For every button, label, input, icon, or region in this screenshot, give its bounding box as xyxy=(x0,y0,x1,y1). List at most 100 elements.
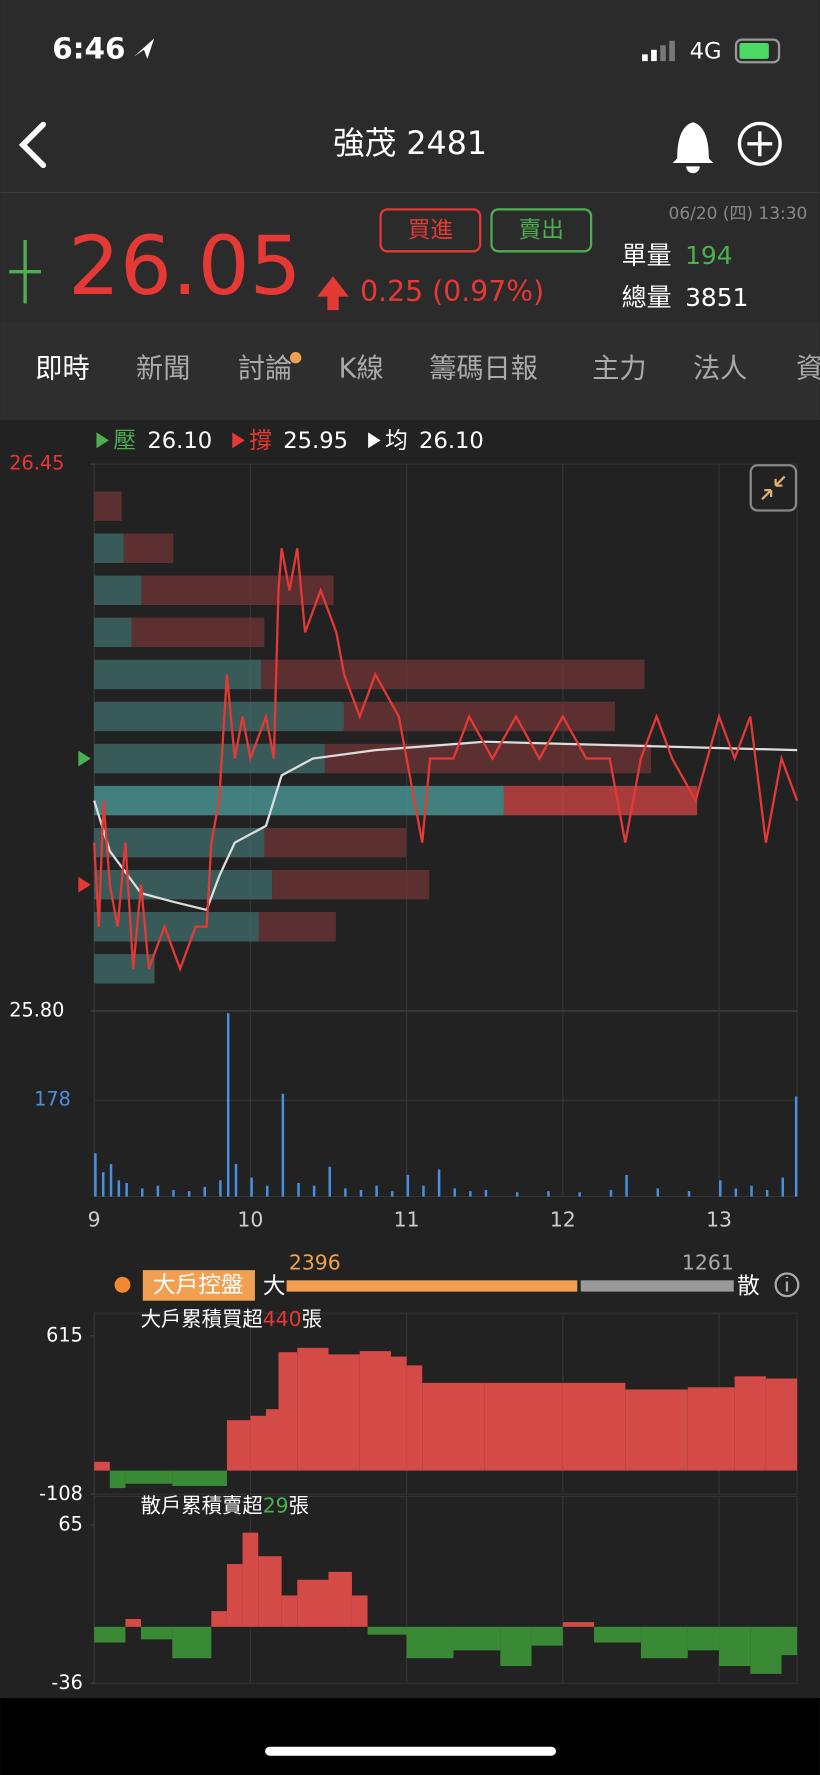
x-tick-label: 13 xyxy=(706,1207,732,1231)
total-volume-label: 總量 xyxy=(622,283,672,312)
title-value: 440 xyxy=(263,1307,302,1331)
header-title: 強茂 2481 xyxy=(333,126,487,162)
small-value: 1261 xyxy=(682,1250,734,1274)
tick-volume: 194 xyxy=(685,241,733,270)
bell-button[interactable] xyxy=(672,122,714,174)
cumulative-bar xyxy=(266,1409,279,1471)
cumulative-bar xyxy=(531,1626,563,1646)
volume-bar xyxy=(406,1174,410,1197)
cumulative-bar xyxy=(281,1595,298,1627)
volume-bar xyxy=(609,1190,613,1197)
cumulative-bar xyxy=(484,1382,563,1471)
tab[interactable]: 討論 xyxy=(238,354,292,385)
volume-bar xyxy=(484,1190,488,1197)
cumulative-bar xyxy=(258,1556,282,1627)
profile-buy xyxy=(94,659,262,690)
tab[interactable]: 主力 xyxy=(592,354,646,385)
profile-buy xyxy=(94,617,132,648)
volume-bar xyxy=(422,1185,425,1197)
info-button[interactable] xyxy=(774,1272,800,1298)
battery xyxy=(734,38,781,64)
volume-bar xyxy=(94,1153,97,1197)
cumulative-bar xyxy=(141,1626,173,1640)
profile-buy xyxy=(94,954,155,984)
cumulative-bar xyxy=(125,1470,173,1484)
profile-sell xyxy=(264,827,407,858)
cumulative-bar xyxy=(125,1618,142,1627)
profile-sell xyxy=(503,785,698,816)
volume-bar xyxy=(109,1164,113,1197)
cumulative-bar xyxy=(250,1415,267,1471)
volume-bar xyxy=(125,1183,128,1197)
tab-badge xyxy=(290,352,302,364)
legend-marker xyxy=(368,432,381,449)
price-line xyxy=(93,548,799,973)
volume-bar xyxy=(437,1169,441,1197)
x-tick-label: 11 xyxy=(394,1207,420,1231)
tab[interactable]: 即時 xyxy=(35,354,89,385)
y-tick-label: 25.80 xyxy=(9,998,64,1021)
volume-bar xyxy=(312,1185,316,1197)
small-label: 散 xyxy=(737,1274,760,1300)
volume-bar xyxy=(156,1185,160,1197)
buy-button[interactable] xyxy=(379,208,482,253)
x-tick-label: 10 xyxy=(237,1207,263,1231)
cumulative-bar xyxy=(226,1420,251,1471)
level-marker xyxy=(78,750,91,767)
signal-icon xyxy=(642,40,675,62)
cumulative-bar xyxy=(406,1626,454,1659)
collapse-button[interactable] xyxy=(749,464,798,512)
volume-bar xyxy=(453,1188,456,1197)
title-unit: 張 xyxy=(289,1494,309,1518)
chart-bg xyxy=(0,418,820,1699)
volume-bar xyxy=(734,1188,738,1197)
panel-title: 散戶累積賣超29張 xyxy=(141,1494,309,1518)
level-marker xyxy=(78,876,91,893)
buy-label[interactable]: 買進 xyxy=(408,217,453,243)
cumulative-bar xyxy=(500,1626,532,1667)
big-label: 大 xyxy=(263,1274,286,1300)
title-text: 散戶累積賣超 xyxy=(141,1494,263,1518)
datetime: 06/20 (四) 13:30 xyxy=(669,204,808,224)
add-button[interactable] xyxy=(737,121,782,166)
legend-name: 撐 xyxy=(249,428,272,454)
cumulative-bar xyxy=(781,1626,798,1656)
tab[interactable]: 資 xyxy=(796,354,820,385)
status-time: 6:46 xyxy=(52,31,125,65)
tab[interactable]: 法人 xyxy=(693,354,747,385)
profile-sell xyxy=(94,491,122,521)
cumulative-bar xyxy=(734,1376,766,1471)
volume-bar xyxy=(250,1177,253,1197)
volume-bar xyxy=(226,1013,230,1197)
cumulative-bar xyxy=(562,1622,595,1627)
cumulative-bar xyxy=(422,1382,485,1471)
volume-bar xyxy=(281,1093,285,1197)
y-tick-label: -108 xyxy=(39,1482,83,1505)
small-bar xyxy=(580,1280,734,1292)
cumulative-bar xyxy=(297,1347,329,1471)
price: 26.05 xyxy=(68,219,301,314)
cumulative-bar xyxy=(625,1389,688,1471)
volume-bar xyxy=(515,1192,519,1197)
tab[interactable]: K線 xyxy=(339,354,384,385)
volume-bar xyxy=(469,1191,472,1197)
volume-bar xyxy=(578,1192,581,1197)
cumulative-bar xyxy=(687,1387,735,1471)
back-button[interactable] xyxy=(18,121,47,169)
profile-buy xyxy=(94,701,344,732)
control-label: 大戶控盤 xyxy=(153,1272,243,1298)
legend-name: 壓 xyxy=(113,428,136,454)
sell-button[interactable] xyxy=(490,208,593,253)
legend-value: 26.10 xyxy=(147,428,212,454)
control-dot xyxy=(114,1276,131,1293)
cumulative-bar xyxy=(687,1626,720,1651)
big-bar xyxy=(286,1280,578,1292)
sell-label[interactable]: 賣出 xyxy=(519,217,564,243)
volume-bar xyxy=(234,1164,238,1197)
volume-bar xyxy=(547,1191,550,1197)
profile-sell xyxy=(343,701,615,732)
tab[interactable]: 新聞 xyxy=(136,354,190,385)
tab[interactable]: 籌碼日報 xyxy=(429,354,538,385)
cumulative-bar xyxy=(94,1461,110,1471)
